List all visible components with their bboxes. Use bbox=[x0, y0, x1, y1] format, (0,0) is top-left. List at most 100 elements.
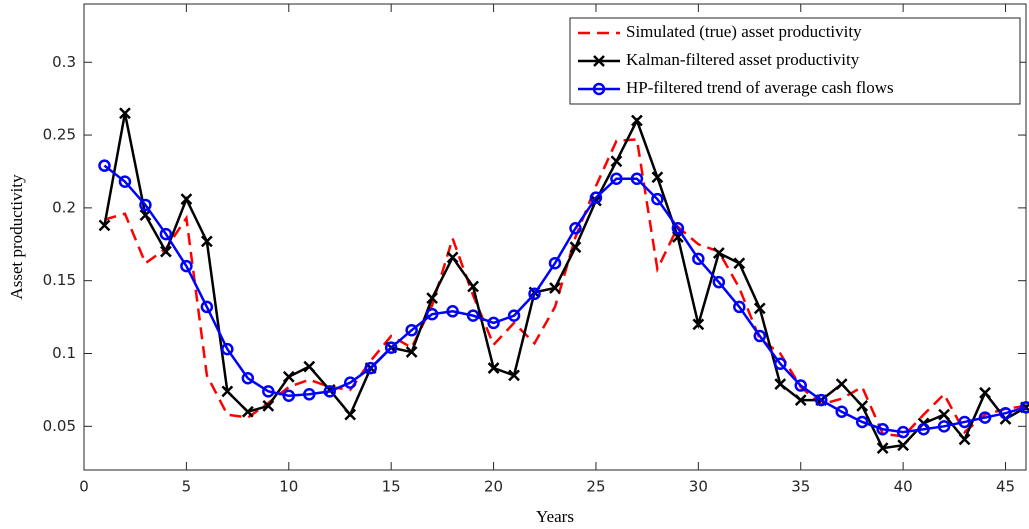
x-tick-label: 25 bbox=[586, 478, 605, 496]
circle-marker bbox=[1019, 401, 1029, 414]
circle-marker bbox=[589, 191, 603, 204]
circle-marker bbox=[610, 172, 623, 185]
x-marker bbox=[549, 282, 561, 294]
x-marker bbox=[753, 302, 766, 315]
circle-marker bbox=[364, 361, 377, 375]
circle-marker bbox=[118, 175, 132, 188]
circle-marker bbox=[139, 198, 152, 212]
circle-marker bbox=[221, 342, 234, 356]
y-tick-label: 0.1 bbox=[52, 344, 76, 362]
x-tick-label: 5 bbox=[182, 478, 192, 496]
circle-marker bbox=[692, 252, 705, 266]
circle-marker bbox=[753, 329, 767, 343]
x-marker bbox=[712, 247, 725, 259]
x-marker bbox=[774, 378, 787, 390]
y-tick-label: 0.3 bbox=[52, 53, 76, 71]
x-marker bbox=[958, 433, 971, 446]
x-tick-label: 35 bbox=[791, 478, 810, 496]
x-marker bbox=[180, 193, 193, 206]
y-axis-label: Asset productivity bbox=[7, 174, 26, 300]
x-marker bbox=[262, 400, 275, 412]
circle-marker bbox=[917, 422, 930, 436]
x-marker bbox=[876, 442, 889, 455]
x-marker bbox=[200, 235, 213, 248]
x-marker bbox=[119, 107, 131, 120]
circle-marker bbox=[896, 425, 910, 439]
circle-marker bbox=[774, 357, 787, 370]
circle-marker bbox=[446, 305, 459, 318]
circle-marker bbox=[343, 376, 357, 389]
x-marker bbox=[446, 251, 459, 264]
circle-marker bbox=[978, 411, 992, 424]
x-marker bbox=[733, 257, 746, 270]
circle-marker bbox=[671, 222, 685, 235]
circle-marker bbox=[405, 323, 418, 337]
circle-marker bbox=[384, 341, 398, 354]
y-tick-label: 0.05 bbox=[43, 417, 76, 435]
x-marker bbox=[938, 408, 950, 421]
circle-marker bbox=[159, 227, 173, 241]
circle-marker bbox=[592, 82, 606, 96]
circle-marker bbox=[323, 385, 336, 398]
y-tick-label: 0.15 bbox=[43, 271, 76, 289]
circle-marker bbox=[487, 316, 500, 330]
x-tick-label: 30 bbox=[689, 478, 708, 496]
circle-marker bbox=[794, 379, 807, 392]
x-marker bbox=[282, 370, 295, 383]
plot-frame bbox=[83, 3, 1027, 471]
x-marker bbox=[303, 360, 316, 373]
y-tick-label: 0.25 bbox=[43, 126, 76, 144]
x-marker bbox=[692, 318, 705, 331]
x-marker bbox=[897, 439, 910, 452]
x-marker bbox=[344, 408, 357, 421]
circle-marker bbox=[241, 372, 255, 385]
x-tick-label: 20 bbox=[484, 478, 503, 496]
x-marker bbox=[651, 171, 664, 184]
x-marker bbox=[856, 400, 869, 412]
circle-marker bbox=[937, 420, 951, 433]
circle-marker bbox=[814, 393, 828, 407]
series-line bbox=[104, 138, 1027, 438]
series-line bbox=[103, 112, 1027, 450]
x-axis-label: Years bbox=[536, 507, 574, 526]
x-marker bbox=[979, 386, 991, 399]
series-line bbox=[103, 164, 1027, 434]
circle-marker bbox=[303, 388, 316, 401]
circle-marker bbox=[180, 259, 193, 273]
x-tick-label: 10 bbox=[279, 478, 298, 496]
y-tick-label: 0.2 bbox=[52, 198, 76, 216]
circle-marker bbox=[958, 415, 971, 429]
x-marker bbox=[487, 362, 500, 374]
circle-marker bbox=[651, 192, 664, 206]
circle-marker bbox=[876, 422, 889, 436]
circle-marker bbox=[569, 222, 582, 235]
x-marker bbox=[241, 405, 254, 418]
circle-marker bbox=[507, 309, 521, 322]
x-marker bbox=[835, 378, 848, 390]
legend-label: Simulated (true) asset productivity bbox=[626, 22, 862, 41]
circle-marker bbox=[262, 385, 275, 398]
x-marker bbox=[569, 241, 582, 254]
circle-marker bbox=[999, 406, 1012, 420]
legend-label: Kalman-filtered asset productivity bbox=[626, 50, 860, 69]
x-marker bbox=[610, 155, 623, 168]
circle-marker bbox=[630, 172, 644, 185]
circle-marker bbox=[425, 307, 439, 321]
x-marker bbox=[794, 394, 807, 406]
x-tick-label: 40 bbox=[894, 478, 913, 496]
x-marker bbox=[160, 245, 172, 258]
x-marker bbox=[98, 219, 111, 232]
legend: Simulated (true) asset productivity Kalma… bbox=[569, 17, 1021, 105]
circle-marker bbox=[733, 300, 746, 314]
circle-marker bbox=[282, 389, 296, 402]
legend-box bbox=[569, 17, 1021, 105]
x-marker bbox=[508, 369, 520, 382]
circle-marker bbox=[855, 415, 869, 429]
circle-marker bbox=[466, 309, 480, 322]
x-marker bbox=[593, 55, 605, 67]
x-tick-label: 45 bbox=[996, 478, 1015, 496]
circle-marker bbox=[835, 405, 848, 418]
legend-label: HP-filtered trend of average cash flows bbox=[626, 78, 894, 97]
circle-marker bbox=[98, 159, 111, 172]
